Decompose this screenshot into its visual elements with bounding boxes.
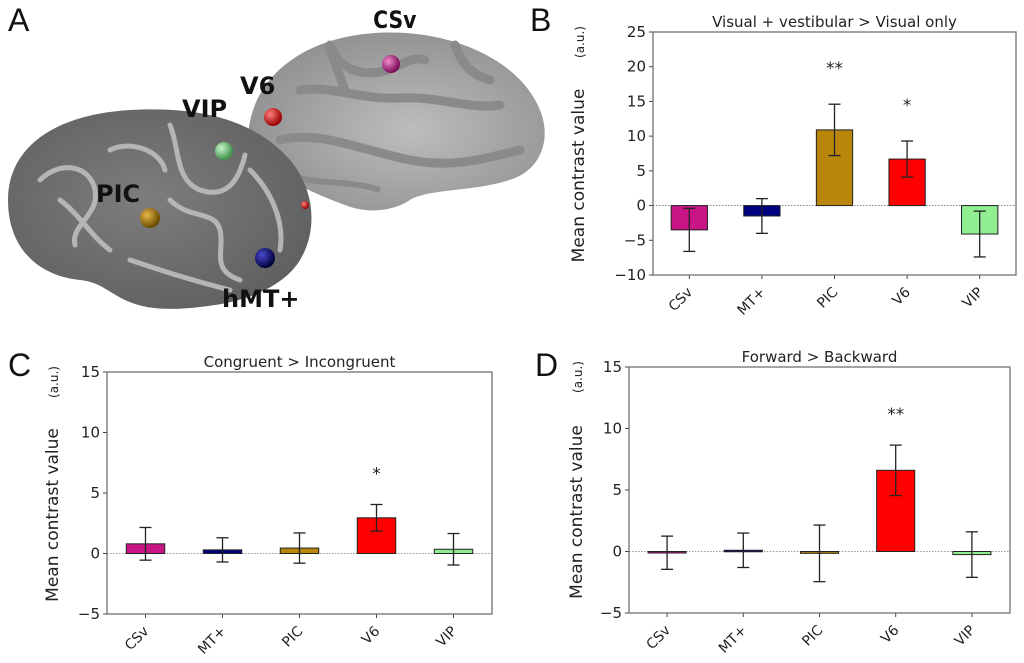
x-tick-label: MT+ xyxy=(735,285,769,319)
x-tick-label: CSv xyxy=(666,285,696,315)
error-bar-mt-plus xyxy=(755,197,768,234)
y-tick-label: 10 xyxy=(603,420,622,438)
plot-frame xyxy=(628,366,1011,614)
error-bar-vip xyxy=(965,531,978,578)
panel-label-d: D xyxy=(535,347,559,383)
error-bar-mt-plus xyxy=(737,532,750,569)
y-tick-label: −5 xyxy=(624,231,646,249)
roi-marker-vip xyxy=(215,142,233,160)
plot-frame xyxy=(652,31,1017,276)
y-tick-label: −5 xyxy=(78,605,100,623)
roi-label-pic: PIC xyxy=(96,180,140,208)
roi-label-csv: CSv xyxy=(373,6,417,34)
x-tick-label: CSv xyxy=(644,623,674,653)
panel-label-b: B xyxy=(530,2,552,38)
y-axis-unit: (a.u.) xyxy=(571,361,585,393)
y-tick-label: −10 xyxy=(614,266,646,284)
x-tick-label: VIP xyxy=(960,285,987,312)
chart-c: CSv MT+ PIC * V6 VIP −5 0 5 10 15 Congruent > Incon… xyxy=(43,353,493,658)
roi-label-hmt: hMT+ xyxy=(222,285,299,313)
x-tick-label: CSv xyxy=(122,624,152,654)
panel-label-c: C xyxy=(8,347,32,383)
y-tick-label: 10 xyxy=(81,424,100,442)
x-tick-label: VIP xyxy=(952,623,979,650)
y-tick-label: 5 xyxy=(612,481,622,499)
x-tick-label: V6 xyxy=(878,622,902,646)
y-tick-label: 25 xyxy=(627,23,646,41)
y-tick-label: 0 xyxy=(636,197,646,215)
y-axis-unit: (a.u.) xyxy=(573,26,587,58)
y-tick-label: 10 xyxy=(627,127,646,145)
error-bar-csv xyxy=(661,535,674,570)
y-tick-label: 15 xyxy=(627,92,646,110)
chart-title: Visual + vestibular > Visual only xyxy=(712,13,957,31)
x-tick-label: MT+ xyxy=(195,624,229,658)
chart-title: Forward > Backward xyxy=(742,348,898,366)
y-tick-label: 20 xyxy=(627,58,646,76)
y-tick-label: 5 xyxy=(636,162,646,180)
x-tick-label: MT+ xyxy=(716,623,750,657)
error-bar-vip xyxy=(447,532,460,566)
error-bar-csv xyxy=(139,526,152,561)
y-axis-label: Mean contrast value xyxy=(567,425,587,599)
x-tick-label: PIC xyxy=(814,284,841,311)
x-tick-label: VIP xyxy=(433,624,460,651)
y-tick-label: 0 xyxy=(90,545,100,563)
roi-marker-v6 xyxy=(264,108,282,126)
x-tick-label: PIC xyxy=(799,622,826,649)
left-hemisphere xyxy=(8,109,312,309)
error-bar-v6 xyxy=(370,503,383,532)
chart-b: CSv MT+ ** PIC * V6 VIP −10 −5 0 5 10 15 20 25 Visual +… xyxy=(569,13,1017,319)
error-bar-v6 xyxy=(901,140,914,178)
brain-surface-illustration: CSv V6 VIP PIC hMT+ xyxy=(8,6,545,313)
error-bar-pic xyxy=(813,524,826,583)
roi-marker-hmt xyxy=(255,248,275,268)
y-axis-label: Mean contrast value xyxy=(43,428,63,602)
roi-marker-csv xyxy=(382,55,400,73)
significance-marker: * xyxy=(372,464,381,484)
roi-marker-pic xyxy=(140,208,160,228)
roi-marker-v6-secondary xyxy=(301,201,309,209)
error-bar-pic xyxy=(828,103,841,157)
y-tick-label: 5 xyxy=(90,484,100,502)
bar-v6 xyxy=(356,517,397,554)
panel-label-a: A xyxy=(8,2,30,38)
chart-d: CSv MT+ PIC ** V6 VIP −5 0 5 10 15 Forward > Backwa… xyxy=(567,348,1011,657)
error-bar-csv xyxy=(683,207,696,253)
y-tick-label: 0 xyxy=(612,543,622,561)
error-bar-pic xyxy=(293,532,306,564)
x-tick-label: PIC xyxy=(279,623,306,650)
y-axis-label: Mean contrast value xyxy=(569,89,589,263)
y-axis-unit: (a.u.) xyxy=(47,366,61,398)
significance-marker: * xyxy=(903,96,912,116)
y-tick-label: −5 xyxy=(600,604,622,622)
x-tick-label: V6 xyxy=(890,284,914,308)
plot-frame xyxy=(106,371,493,615)
y-tick-label: 15 xyxy=(81,363,100,381)
chart-title: Congruent > Incongruent xyxy=(204,353,396,371)
roi-label-v6: V6 xyxy=(240,72,275,100)
significance-marker: ** xyxy=(826,59,843,79)
error-bar-mt-plus xyxy=(216,537,229,563)
error-bar-vip xyxy=(973,210,986,258)
y-tick-label: 15 xyxy=(603,358,622,376)
x-tick-label: V6 xyxy=(359,623,383,647)
significance-marker: ** xyxy=(887,405,904,425)
roi-label-vip: VIP xyxy=(182,95,227,123)
error-bar-v6 xyxy=(889,444,902,497)
